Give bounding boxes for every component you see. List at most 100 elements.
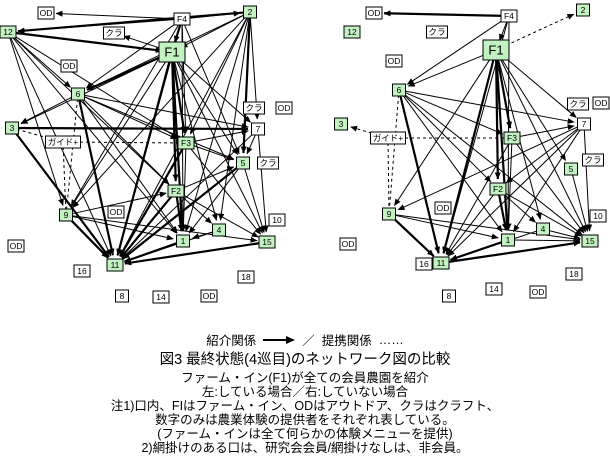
svg-text:6: 6 [397, 85, 402, 95]
edge-guide-n9 [387, 142, 390, 210]
edge-n7-n15 [257, 133, 269, 233]
svg-text:11: 11 [437, 258, 446, 268]
node-F1-member: F1 [482, 39, 510, 61]
node-8: 8 [115, 289, 129, 303]
svg-text:6: 6 [76, 89, 81, 99]
edge-n12-n9 [9, 36, 64, 206]
svg-text:OD: OD [532, 287, 545, 297]
edge-f1-n11 [116, 56, 172, 256]
edge-n9-n1 [70, 215, 174, 241]
node-1-member: 1 [176, 234, 190, 248]
edge-f2-n15 [180, 193, 259, 238]
svg-text:5: 5 [569, 164, 574, 174]
node-9-member: 9 [59, 208, 73, 222]
node-14: 14 [485, 282, 503, 296]
edge-f1-n7 [175, 54, 251, 123]
edge-n7-n15 [583, 128, 593, 232]
node-12-member: 12 [343, 25, 361, 39]
left-network: OD F4 2 12 クラ OD F1 6 クラ OD 7 3 ガイド+ F3 クラ 5 F2 9 OD 10 4 1 15… [0, 5, 293, 304]
node-F4: F4 [500, 9, 518, 23]
edge-f1-f2 [494, 54, 501, 180]
edge-n9-n15 [393, 214, 581, 242]
svg-text:1: 1 [181, 236, 186, 246]
svg-text:16: 16 [77, 266, 87, 276]
solid-arrow-icon [263, 335, 296, 344]
node-18: 18 [237, 270, 255, 284]
node-OD: OD [365, 6, 383, 20]
node-7: 7 [577, 117, 591, 131]
edge-n7-f2 [505, 126, 581, 184]
edge-f1-f3 [171, 56, 187, 134]
node-6-member: 6 [392, 83, 406, 97]
caption-line-6: 2)網掛けのある口は、研究会会員/網掛けなしは、非会員。 [141, 441, 469, 456]
edge-f3-n1 [180, 147, 187, 232]
edge-n9-n1 [393, 214, 499, 240]
edge-n6-n9 [388, 94, 400, 210]
legend-intro-label: 紹介関係 [206, 334, 257, 348]
node-F3-member: F3 [177, 136, 195, 150]
edge-n6-f3 [403, 91, 504, 135]
node-OD: OD [60, 59, 78, 73]
edge-n6-f3 [82, 95, 178, 140]
node-クラ: クラ [103, 26, 125, 40]
edge-f1-n5 [174, 55, 239, 155]
svg-text:クラ: クラ [245, 103, 262, 113]
edge-n2-n9 [72, 15, 248, 208]
node-OD: OD [529, 285, 547, 299]
svg-text:9: 9 [387, 209, 392, 219]
svg-text:F1: F1 [164, 45, 179, 60]
edge-n6-f2 [81, 97, 170, 185]
edge-f4-f1 [499, 20, 508, 42]
node-9-member: 9 [382, 207, 396, 221]
edge-f1-n7 [499, 52, 577, 118]
edge-n7-n5 [246, 133, 257, 155]
svg-text:OD: OD [595, 98, 608, 108]
svg-text:F3: F3 [507, 133, 517, 143]
svg-text:ガイド+: ガイド+ [48, 137, 79, 147]
node-OD: OD [107, 205, 125, 219]
edge-n6-n1 [401, 93, 503, 233]
svg-text:3: 3 [339, 119, 344, 129]
edge-f1-n6 [407, 51, 492, 87]
caption-line-1: ファーム・イン(F1)が全ての会員農園を紹介 [181, 371, 429, 386]
edge-f3-n7 [516, 124, 575, 138]
node-1-member: 1 [501, 233, 515, 247]
edge-n9-n11 [391, 216, 435, 257]
svg-text:10: 10 [272, 215, 282, 225]
node-OD: OD [339, 237, 357, 251]
edge-n1-n11 [449, 240, 504, 261]
svg-text:クラ: クラ [428, 27, 445, 37]
svg-text:OD: OD [110, 207, 123, 217]
node-OD: OD [434, 201, 452, 215]
caption-line-3: 注1)口内、FIはファーム・イン、ODはアウトドア、クラはクラフト、 [110, 399, 500, 414]
node-10: 10 [268, 213, 286, 227]
edge-f4-od1 [383, 10, 505, 17]
svg-text:8: 8 [447, 291, 452, 301]
svg-text:クラ: クラ [105, 28, 122, 38]
edge-n9-n11 [68, 217, 109, 259]
edge-f2-n11 [120, 194, 174, 258]
svg-text:OD: OD [437, 203, 450, 213]
svg-text:OD: OD [10, 241, 23, 251]
svg-text:4: 4 [541, 224, 546, 234]
edge-n7-n11 [447, 127, 581, 257]
edge-n2-f3 [189, 16, 249, 135]
edge-f2-n11 [446, 192, 496, 256]
svg-text:F1: F1 [488, 43, 503, 58]
node-4-member: 4 [212, 223, 226, 237]
caption-line-5: (ファーム・インは全て何らかの体験メニューを提供) [157, 427, 453, 442]
edge-n12-n6 [11, 34, 71, 88]
node-F4: F4 [173, 12, 191, 26]
edge-f4-n6 [406, 18, 506, 85]
svg-text:OD: OD [278, 103, 291, 113]
node-クラ: クラ [426, 25, 448, 39]
node-クラ: クラ [243, 101, 265, 115]
edge-n6-n11 [399, 94, 441, 254]
edge-f3-n1 [505, 142, 513, 231]
node-2-member: 2 [243, 5, 257, 19]
node-OD: OD [7, 239, 25, 253]
edge-n12-f2 [11, 35, 170, 185]
node-F2-member: F2 [489, 182, 507, 196]
